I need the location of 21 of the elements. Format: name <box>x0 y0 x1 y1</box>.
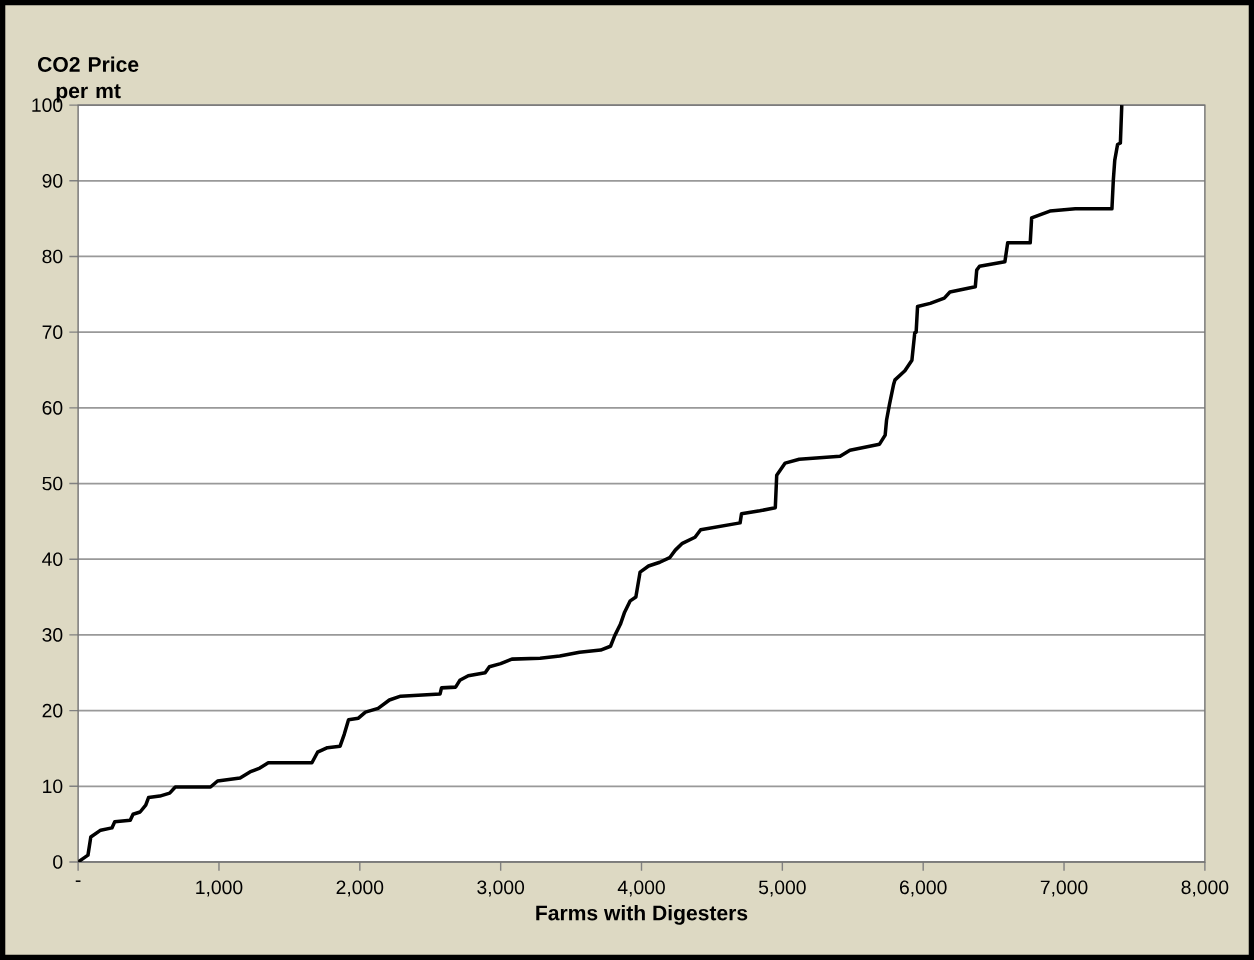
x-tick-label: 8,000 <box>1181 880 1229 897</box>
y-tick-label: 0 <box>53 855 63 869</box>
y-tick-label: 40 <box>42 552 63 567</box>
x-tick-label: 6,000 <box>900 880 947 897</box>
y-tick-label: 60 <box>42 400 63 415</box>
x-tick-label: 5,000 <box>758 880 806 897</box>
y-tick-label: 90 <box>42 173 63 188</box>
x-tick-label: - <box>75 880 81 882</box>
x-tick-label: 3,000 <box>477 880 525 897</box>
x-tick-label: 2,000 <box>336 880 384 897</box>
y-tick-label: 70 <box>42 325 63 339</box>
y-tick-label: 50 <box>42 476 63 491</box>
x-axis-title: Farms with Digesters <box>536 904 748 925</box>
y-tick-label: 20 <box>42 703 63 718</box>
x-tick-label: 1,000 <box>196 880 243 897</box>
x-tick-label: 7,000 <box>1040 880 1088 897</box>
y-tick-label: 10 <box>43 779 63 794</box>
x-tick-label: 4,000 <box>617 880 665 897</box>
line-series <box>78 105 1124 862</box>
y-tick-label: 30 <box>42 628 63 642</box>
y-tick-label: 80 <box>42 249 63 264</box>
